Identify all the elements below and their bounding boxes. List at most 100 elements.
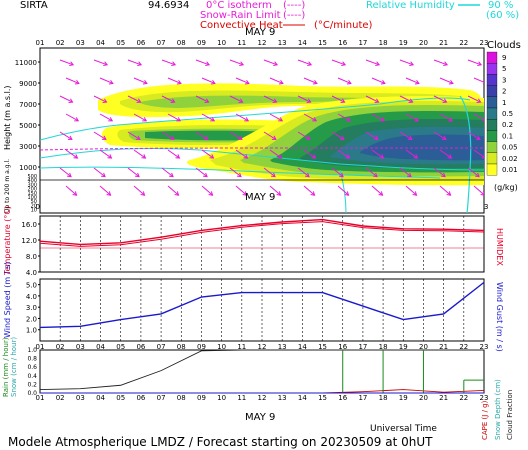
wind-arrow xyxy=(263,95,277,103)
hour-tick-label: 20 xyxy=(419,343,428,351)
wind-arrow-head xyxy=(441,172,446,178)
cloud-y-tick-label: 9000 xyxy=(19,80,37,88)
wind-arrow xyxy=(167,77,182,84)
wind-arrow xyxy=(365,167,378,178)
wind-arrow-head xyxy=(174,191,180,196)
colorbar-level-label: 0.05 xyxy=(502,144,518,152)
y-tick-label: 8.0 xyxy=(26,253,37,261)
series-line xyxy=(39,281,485,329)
wind-arrow xyxy=(365,95,379,103)
precip-series xyxy=(39,349,485,394)
hour-tick-label: 01 xyxy=(36,394,45,402)
wind-arrow-head xyxy=(237,135,243,140)
wind-arrow-head xyxy=(142,79,148,85)
y-tick-label: 0.6 xyxy=(27,364,37,371)
wind-ylabel: Wind Speed (m / s) xyxy=(3,262,12,338)
colorbar-cell xyxy=(486,74,498,86)
wind-arrow-head xyxy=(339,135,345,140)
wind-arrow xyxy=(235,185,247,196)
hour-tick-label: 12 xyxy=(258,39,267,47)
wind-arrow-head xyxy=(141,154,147,159)
wind-arrow xyxy=(473,77,484,83)
wind-arrow-head xyxy=(209,154,215,159)
wind-arrow-head xyxy=(339,172,344,178)
temperature-ylabel: Temperature (°C) xyxy=(3,206,12,276)
colorbar-level-label: 0.2 xyxy=(502,121,513,129)
wind-arrow-head xyxy=(412,191,418,196)
rain-ylabel: Rain (mm / hour) xyxy=(2,337,10,397)
hour-tick-label: 17 xyxy=(358,343,367,351)
cloud-y-ticks: 11000 9000 7000 5000 3000 1000 500400300200150… xyxy=(15,59,40,214)
wind-gust-label: Wind Gust (m / s) xyxy=(495,282,504,352)
colorbar-level-label: 3 xyxy=(502,76,506,84)
cloud-y-tick-label: 400 xyxy=(27,178,37,184)
hour-tick-label: 18 xyxy=(379,343,388,351)
wind-arrow-head xyxy=(204,98,210,103)
wind-arrow xyxy=(235,113,249,122)
colorbar-cell xyxy=(486,96,498,109)
hour-tick-label: 08 xyxy=(177,394,186,402)
wind-arrow xyxy=(229,167,242,178)
cloud-y-tick-label: 3000 xyxy=(19,143,37,151)
wind-arrow xyxy=(93,167,106,178)
wind-arrow xyxy=(201,77,216,84)
wind-arrow xyxy=(399,167,412,178)
wind-arrow-head xyxy=(176,79,182,85)
hour-tick-label: 15 xyxy=(318,343,327,351)
wind-arrow-head xyxy=(101,135,107,140)
wind-arrow-head xyxy=(443,61,449,67)
wind-arrow xyxy=(127,131,141,140)
wind-arrow xyxy=(337,185,349,196)
wind-arrow xyxy=(99,185,111,196)
wind-arrow xyxy=(467,95,481,103)
wind-arrow xyxy=(371,185,383,196)
wind-arrow xyxy=(235,77,250,84)
wind-arrow-head xyxy=(378,191,384,196)
wind-arrow xyxy=(439,149,452,159)
wind-arrow xyxy=(433,95,447,103)
wind-arrow xyxy=(439,185,451,196)
humidex-label: HUMIDEX xyxy=(495,228,504,266)
hour-tick-label: 02 xyxy=(56,394,65,402)
colorbar-level-label: 0.1 xyxy=(502,132,513,140)
hour-tick-label: 03 xyxy=(76,343,85,351)
colorbar-level-label: 1 xyxy=(502,99,506,107)
wind-arrow xyxy=(133,149,146,159)
hour-tick-label: 05 xyxy=(116,39,125,47)
hour-tick-label: 04 xyxy=(96,343,105,351)
wind-arrow-head xyxy=(379,154,385,159)
colorbar-level-label: 5 xyxy=(502,65,506,73)
wind-arrow-head xyxy=(73,154,79,159)
wind-arrow xyxy=(93,131,107,140)
hour-tick-label: 14 xyxy=(298,39,307,47)
wind-arrow-head xyxy=(481,154,484,159)
y-tick-label: 0.0 xyxy=(27,390,37,397)
wind-arrow xyxy=(405,149,418,159)
wind-panel: 5.0 4.0 3.0 2.0 1.0 Wind Speed (m / s) Wind … xyxy=(3,262,504,352)
wind-arrow xyxy=(371,77,386,84)
temperature-series xyxy=(39,218,485,249)
wind-arrow xyxy=(133,113,147,122)
wind-arrow xyxy=(133,185,145,196)
wind-arrow-head xyxy=(74,117,80,122)
wind-arrow-head xyxy=(169,135,175,140)
snow-depth-label: Snow Depth (cm) xyxy=(494,379,502,440)
series-line xyxy=(39,221,485,247)
wind-arrow-head xyxy=(414,79,420,85)
wind-arrow xyxy=(229,59,244,66)
hour-tick-label: 09 xyxy=(197,343,206,351)
y-tick-label: 5.0 xyxy=(26,282,37,290)
wind-arrow xyxy=(127,59,142,66)
wind-arrow-head xyxy=(380,79,386,85)
cloud-fraction-line xyxy=(39,349,484,391)
wind-arrow xyxy=(331,95,345,103)
wind-arrow xyxy=(201,185,213,196)
legend-humidity: Relative Humidity xyxy=(366,0,455,11)
wind-arrow-head xyxy=(312,117,318,122)
wind-arrow xyxy=(405,77,420,84)
humidity-contour-3 xyxy=(40,166,441,179)
colorbar-cell xyxy=(486,107,498,120)
wind-arrow xyxy=(269,77,284,84)
hour-axis-bottom: 01 02 03 04 05 06 07 08 09 10 11 12 13 14 15 16 17 18 19 20… xyxy=(36,394,489,402)
wind-arrow-head xyxy=(103,61,109,67)
